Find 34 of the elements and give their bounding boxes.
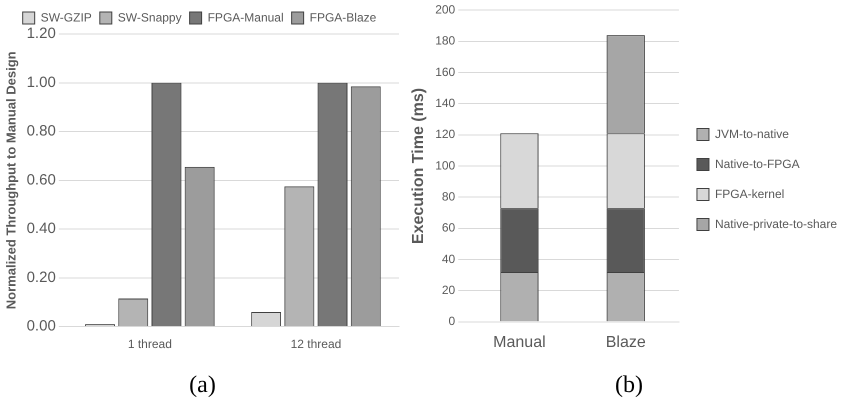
y-tick-label: 1.20 (26, 25, 56, 42)
y-axis-title: Normalized Throughput to Manual Design (3, 51, 18, 310)
y-tick-label: 0.60 (26, 171, 56, 188)
y-tick-label: 0.80 (26, 122, 56, 140)
y-tick-label: 160 (435, 64, 456, 79)
y-tick-label: 0.40 (26, 220, 56, 238)
legend-label: JVM-to-native (714, 126, 790, 141)
y-tick-label: 180 (435, 34, 456, 48)
y-tick-label: 120 (435, 127, 456, 142)
legend-label: FPGA-kernel (714, 186, 784, 201)
legend-label: SW-Snappy (118, 10, 182, 24)
legend-label: Native-to-FPGA (714, 156, 800, 171)
y-tick-label: 40 (442, 252, 456, 266)
x-tick-label: 12 thread (290, 337, 342, 352)
text: (b) (614, 372, 644, 399)
y-tick-label: 200 (435, 2, 456, 17)
y-tick-label: 20 (442, 282, 456, 297)
y-tick-label: 60 (442, 220, 456, 235)
y-tick-label: 1.00 (26, 74, 56, 91)
legend-label: Native-private-to-share (714, 216, 838, 231)
text: (a) (188, 372, 217, 399)
y-axis-title: Execution Time (ms) (410, 88, 428, 244)
y-tick-label: 80 (442, 189, 456, 204)
y-tick-label: 100 (435, 158, 456, 172)
y-tick-label: 140 (435, 96, 456, 110)
legend-label: SW-GZIP (40, 10, 92, 24)
legend-label: FPGA-Blaze (310, 10, 377, 24)
y-tick-label: 0.00 (26, 318, 56, 335)
x-tick-label: Blaze (606, 334, 646, 351)
x-tick-label: Manual (493, 334, 546, 351)
x-tick-label: 1 thread (128, 337, 172, 352)
y-tick-label: 0.20 (26, 268, 56, 286)
legend-label: FPGA-Manual (208, 10, 284, 24)
y-tick-label: 0 (448, 314, 456, 328)
